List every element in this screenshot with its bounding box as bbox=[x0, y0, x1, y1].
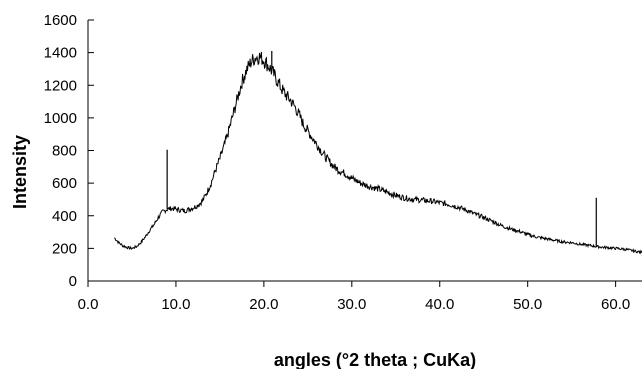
x-tick-label: 0.0 bbox=[78, 296, 99, 313]
y-tick-label: 1000 bbox=[44, 110, 77, 127]
x-tick-label: 20.0 bbox=[249, 296, 278, 313]
x-tick-label: 60.0 bbox=[601, 296, 630, 313]
diffraction-line bbox=[114, 51, 642, 255]
x-axis: 0.0 10.0 20.0 30.0 40.0 50.0 60.0 bbox=[78, 280, 642, 313]
x-tick-label: 50.0 bbox=[513, 296, 542, 313]
x-axis-title: angles (°2 theta ; CuKa) bbox=[274, 350, 476, 369]
y-tick-label: 1200 bbox=[44, 77, 77, 94]
y-tick-label: 800 bbox=[52, 143, 77, 160]
y-tick-label: 200 bbox=[52, 240, 77, 257]
series-layer bbox=[114, 50, 642, 255]
x-tick-label: 10.0 bbox=[161, 296, 190, 313]
y-axis-title: Intensity bbox=[10, 135, 30, 209]
x-tick-label: 40.0 bbox=[425, 296, 454, 313]
y-tick-label: 600 bbox=[52, 175, 77, 192]
y-tick-label: 1400 bbox=[44, 45, 77, 62]
y-tick-label: 0 bbox=[69, 273, 77, 290]
y-axis: 0 200 400 600 800 1000 1200 1400 1600 bbox=[44, 12, 94, 290]
x-tick-label: 30.0 bbox=[337, 296, 366, 313]
y-tick-label: 400 bbox=[52, 208, 77, 225]
y-tick-label: 1600 bbox=[44, 12, 77, 29]
